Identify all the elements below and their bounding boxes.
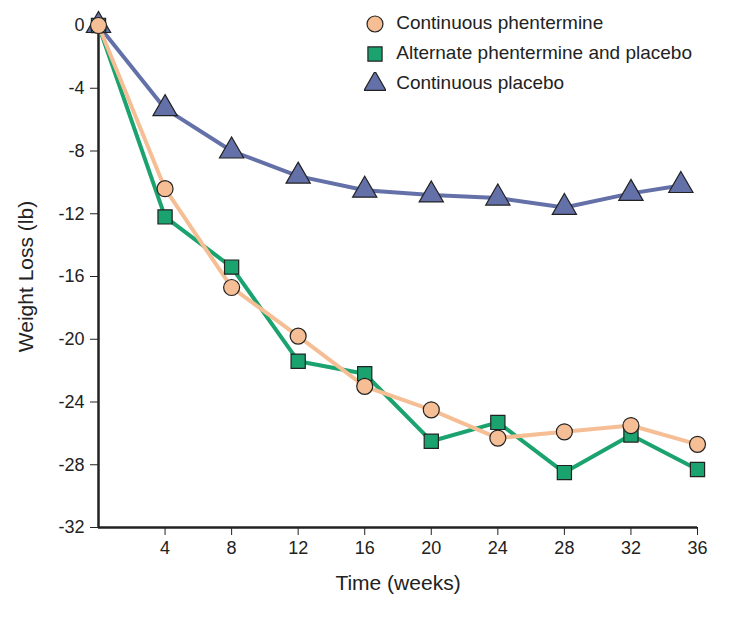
svg-text:20: 20: [421, 538, 441, 558]
svg-text:-4: -4: [68, 78, 84, 98]
svg-text:28: 28: [554, 538, 574, 558]
svg-text:36: 36: [687, 538, 707, 558]
html-text:Alternate phentermine and plac: Alternate phentermine and placebo: [396, 42, 692, 63]
svg-text:-24: -24: [58, 392, 84, 412]
svg-text:-28: -28: [58, 455, 84, 475]
svg-text:12: 12: [288, 538, 308, 558]
svg-text:32: 32: [621, 538, 641, 558]
svg-text:-20: -20: [58, 329, 84, 349]
svg-text:-12: -12: [58, 204, 84, 224]
svg-text:-16: -16: [58, 266, 84, 286]
html-text:Continuous placebo: Continuous placebo: [396, 72, 565, 93]
svg-text:-32: -32: [58, 517, 84, 537]
svg-text:0: 0: [74, 15, 84, 35]
svg-text:Time (weeks): Time (weeks): [335, 571, 460, 594]
html-text:Continuous phentermine: Continuous phentermine: [396, 12, 604, 33]
svg-text:Weight Loss (lb): Weight Loss (lb): [14, 201, 37, 352]
svg-text:4: 4: [160, 538, 170, 558]
svg-text:24: 24: [488, 538, 508, 558]
svg-text:16: 16: [355, 538, 375, 558]
svg-text:8: 8: [227, 538, 237, 558]
svg-text:-8: -8: [68, 141, 84, 161]
